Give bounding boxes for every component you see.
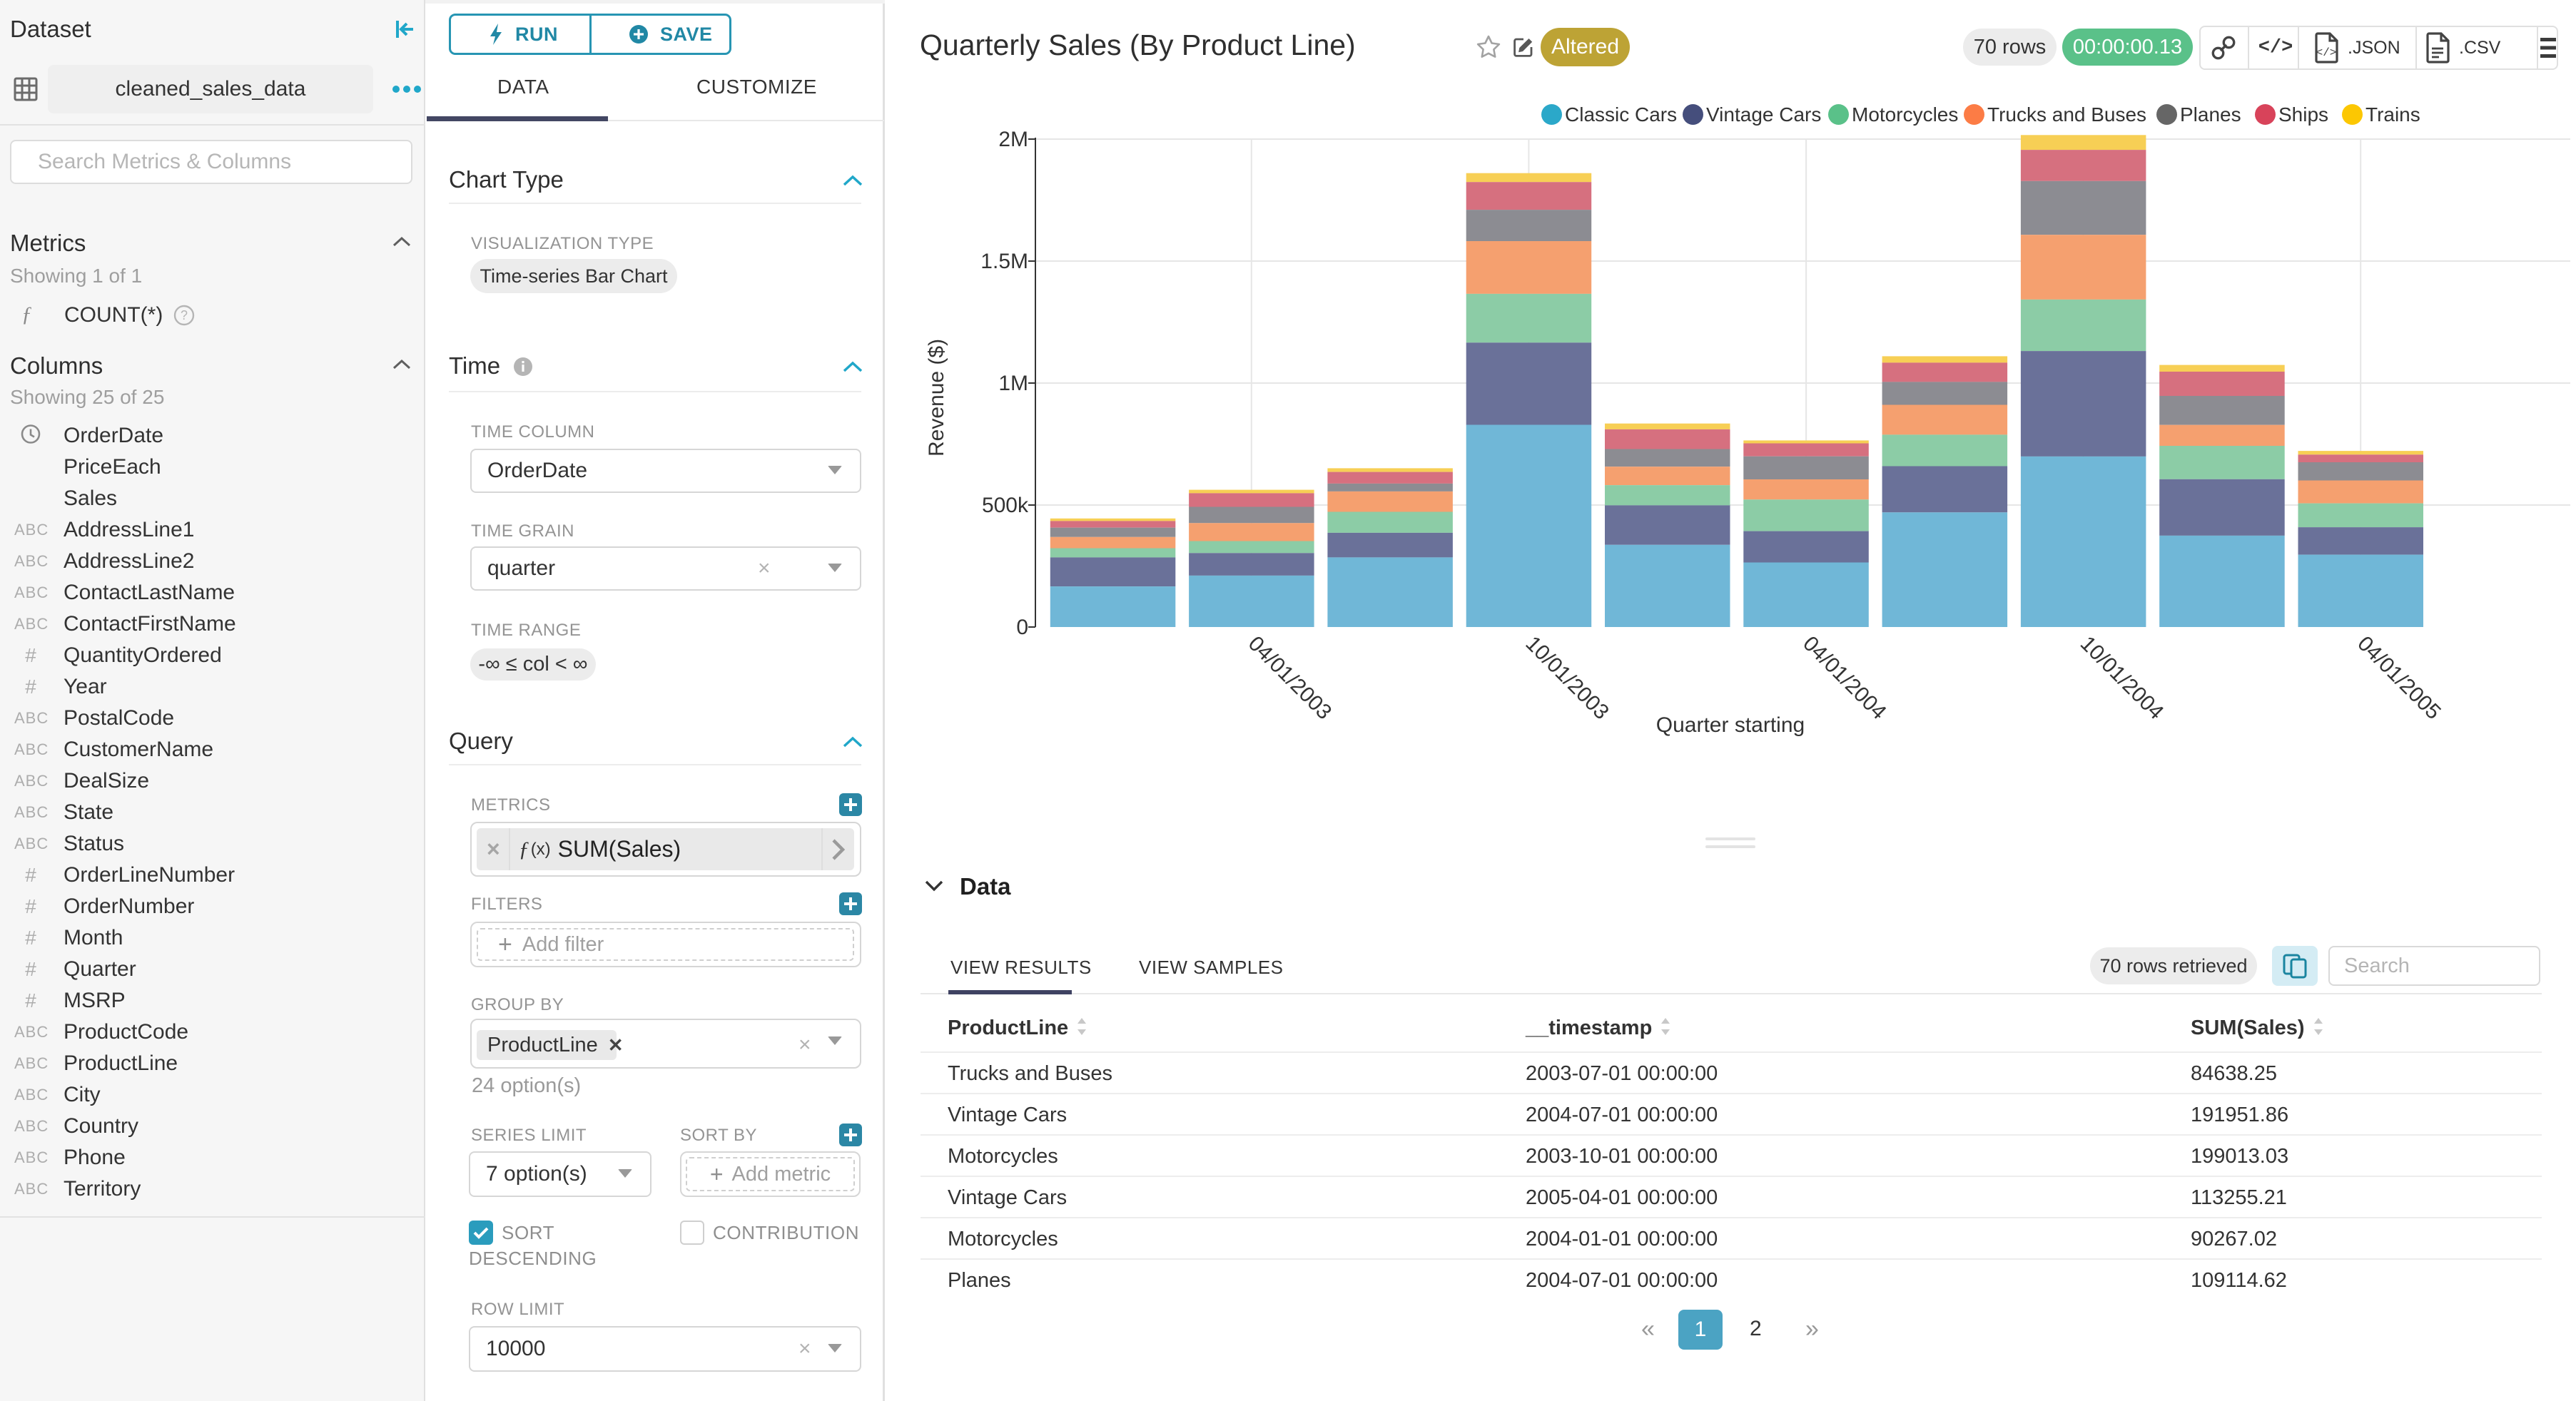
svg-text:04/01/2004: 04/01/2004 <box>1798 632 1891 725</box>
svg-text:Quarter starting: Quarter starting <box>1656 713 1805 737</box>
svg-text:1M: 1M <box>998 372 1028 395</box>
svg-text:Revenue ($): Revenue ($) <box>925 339 948 457</box>
svg-text:1.5M: 1.5M <box>980 250 1028 273</box>
svg-text:10/01/2003: 10/01/2003 <box>1521 632 1613 725</box>
svg-text:2M: 2M <box>998 128 1028 151</box>
svg-text:04/01/2005: 04/01/2005 <box>2353 632 2445 725</box>
svg-text:04/01/2003: 04/01/2003 <box>1244 632 1337 725</box>
svg-text:?: ? <box>181 308 188 322</box>
svg-text:0: 0 <box>1016 616 1028 639</box>
svg-text:</>: </> <box>2316 46 2337 59</box>
svg-text:500k: 500k <box>982 494 1029 517</box>
svg-text:10/01/2004: 10/01/2004 <box>2076 632 2169 725</box>
